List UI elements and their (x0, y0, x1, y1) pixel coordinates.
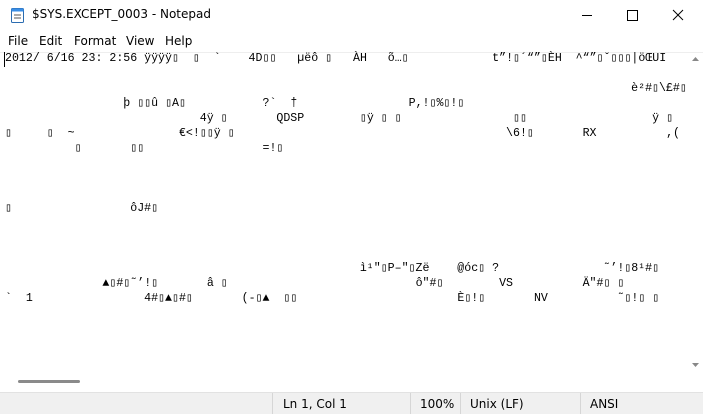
horizontal-scrollbar[interactable] (0, 375, 688, 392)
status-encoding: ANSI (590, 397, 619, 411)
close-button[interactable] (672, 9, 684, 21)
menu-item[interactable]: File (8, 34, 29, 48)
window-title: $SYS.EXCEPT_0003 - Notepad (32, 7, 211, 21)
status-position: Ln 1, Col 1 (283, 397, 347, 411)
maximize-button[interactable] (627, 10, 638, 21)
menu-item[interactable]: Edit (39, 34, 63, 48)
divider (0, 52, 703, 53)
menu-item[interactable]: Help (165, 34, 193, 48)
menu-item[interactable]: View (126, 34, 155, 48)
app-icon (11, 8, 24, 23)
status-bar: Ln 1, Col 1 100% Unix (LF) ANSI (0, 392, 703, 414)
menu-bar: File Edit Format View Help (0, 32, 703, 52)
status-zoom: 100% (420, 397, 455, 411)
status-line-ending: Unix (LF) (470, 397, 524, 411)
caret (4, 52, 5, 67)
text-area[interactable]: 2012/ 6/16 23: 2:56 ÿÿÿÿ▯ ▯ ` 4D▯▯ µëô ▯… (5, 52, 687, 305)
menu-item[interactable]: Format (74, 34, 117, 48)
window-controls[interactable] (570, 0, 703, 32)
vertical-scrollbar[interactable] (688, 52, 703, 375)
